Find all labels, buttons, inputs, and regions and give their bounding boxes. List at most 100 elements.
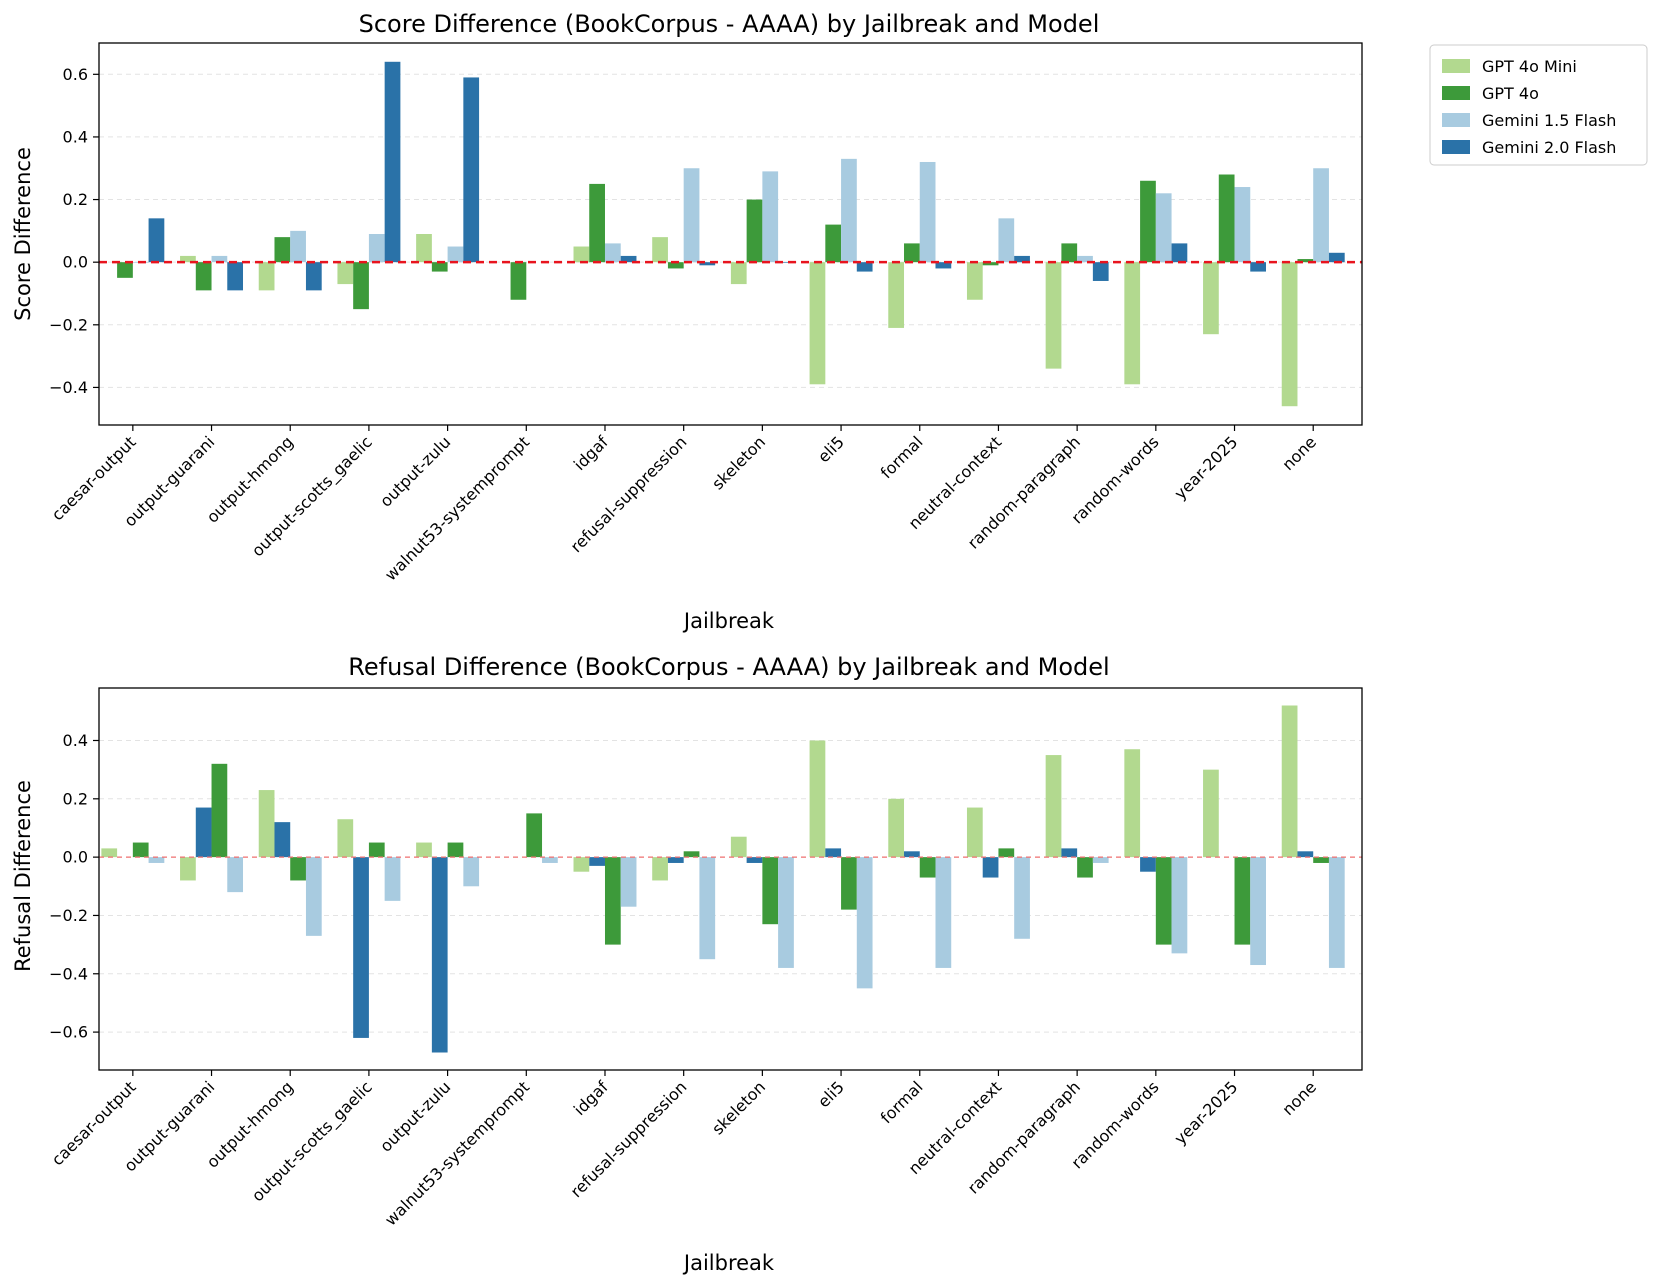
bar-gpt-4o-caesar-output	[117, 262, 133, 278]
bar-gemini-1-5-flash-refusal-suppression	[699, 857, 716, 960]
bar-gemini-1-5-flash-output-hmong	[290, 230, 306, 263]
bar-gpt-4o-skeleton	[762, 857, 779, 925]
legend-item-gemini-2-0-flash: Gemini 2.0 Flash	[1442, 138, 1616, 157]
legend-swatch	[1442, 59, 1470, 73]
bar-gpt-4o-mini-output-hmong	[258, 262, 275, 291]
bar-gpt-4o-random-paragraph	[1077, 857, 1093, 878]
bar-gemini-2-0-flash-idgaf	[620, 255, 637, 263]
legend-label: Gemini 2.0 Flash	[1482, 138, 1616, 157]
bar-gemini-2-0-flash-random-words	[1171, 243, 1188, 263]
bar-gpt-4o-mini-formal	[888, 262, 905, 328]
bar-gpt-4o-mini-output-hmong	[258, 790, 275, 858]
refusal-chart-plot-area: −0.6−0.4−0.20.00.20.4caesar-outputoutput…	[48, 687, 1363, 1229]
bar-gemini-2-0-flash-skeleton	[778, 262, 794, 263]
score-chart-title: Score Difference (BookCorpus - AAAA) by …	[359, 10, 1100, 38]
bar-gpt-4o-none	[1313, 857, 1329, 863]
bar-gemini-2-0-flash-eli5	[856, 262, 873, 272]
x-tick-label: eli5	[814, 432, 848, 466]
bar-gemini-2-0-flash-output-guarani	[227, 262, 244, 291]
bar-gemini-1-5-flash-output-hmong	[305, 857, 322, 936]
legend-frame	[1429, 44, 1648, 166]
x-tick-label: walnut53-systemprompt	[381, 1077, 533, 1229]
bar-gpt-4o-walnut53-systemprompt	[510, 262, 527, 300]
bar-gpt-4o-mini-idgaf	[573, 246, 590, 263]
bar-gpt-4o-random-words	[1155, 857, 1172, 945]
bar-gpt-4o-refusal-suppression	[683, 851, 700, 858]
bar-gemini-2-0-flash-output-guarani	[195, 807, 212, 858]
legend-item-gemini-1-5-flash: Gemini 1.5 Flash	[1442, 111, 1616, 130]
bar-gpt-4o-mini-year-2025	[1203, 262, 1219, 335]
bar-gemini-2-0-flash-neutral-context	[1014, 255, 1030, 263]
bar-gemini-2-0-flash-output-zulu	[463, 77, 480, 263]
bar-gemini-1-5-flash-none	[1313, 168, 1329, 263]
bar-gemini-2-0-flash-output-scotts_gaelic	[353, 857, 369, 1038]
legend-swatch	[1442, 113, 1470, 127]
bar-gemini-1-5-flash-random-words	[1171, 857, 1188, 954]
bar-gemini-1-5-flash-random-paragraph	[1092, 857, 1109, 863]
x-tick-label: skeleton	[708, 432, 769, 493]
bar-gemini-2-0-flash-output-hmong	[274, 822, 291, 858]
bar-gpt-4o-mini-skeleton	[730, 262, 747, 285]
bar-gpt-4o-mini-random-paragraph	[1045, 755, 1062, 858]
y-tick-label: −0.2	[49, 906, 88, 925]
x-tick-label: idgaf	[570, 1077, 612, 1119]
bar-gpt-4o-formal	[904, 243, 920, 263]
bar-gpt-4o-mini-eli5	[809, 740, 826, 858]
bar-gpt-4o-output-hmong	[274, 237, 291, 263]
bar-gpt-4o-random-words	[1140, 180, 1156, 263]
bar-gemini-2-0-flash-year-2025	[1250, 262, 1266, 272]
bar-gpt-4o-mini-output-zulu	[416, 234, 432, 263]
bar-gemini-1-5-flash-neutral-context	[998, 218, 1015, 263]
axes-frame	[98, 42, 1363, 426]
bar-gpt-4o-eli5	[841, 857, 857, 910]
score-chart-plot-area: −0.4−0.20.00.20.40.6caesar-outputoutput-…	[48, 42, 1363, 584]
score-chart-xlabel: Jailbreak	[682, 609, 775, 633]
y-tick-label: −0.2	[49, 315, 88, 334]
bar-gemini-1-5-flash-skeleton	[778, 857, 794, 968]
bar-gpt-4o-random-paragraph	[1061, 243, 1078, 263]
bar-gemini-1-5-flash-walnut53-systemprompt	[542, 857, 558, 863]
bar-gemini-2-0-flash-random-paragraph	[1092, 262, 1109, 281]
bar-gpt-4o-skeleton	[746, 199, 763, 263]
bar-gemini-1-5-flash-random-paragraph	[1077, 255, 1093, 263]
bar-gpt-4o-mini-output-scotts_gaelic	[337, 819, 354, 858]
x-tick-label: skeleton	[708, 1077, 769, 1138]
bar-gemini-2-0-flash-output-scotts_gaelic	[384, 61, 401, 263]
bar-gpt-4o-mini-caesar-output	[101, 848, 118, 858]
refusal-difference-chart: Refusal Difference (BookCorpus - AAAA) b…	[11, 653, 1363, 1275]
bar-gemini-1-5-flash-none	[1328, 857, 1345, 968]
x-tick-label: output-zulu	[376, 432, 454, 510]
legend-label: Gemini 1.5 Flash	[1482, 111, 1616, 130]
bar-gemini-1-5-flash-idgaf	[604, 243, 621, 263]
bar-gpt-4o-mini-random-paragraph	[1045, 262, 1062, 369]
legend-item-gpt-4o: GPT 4o	[1442, 84, 1539, 103]
bar-gemini-2-0-flash-refusal-suppression	[667, 857, 684, 863]
bar-gpt-4o-output-scotts_gaelic	[353, 262, 369, 310]
bar-gpt-4o-year-2025	[1234, 857, 1251, 945]
bar-gemini-1-5-flash-eli5	[856, 857, 873, 989]
bar-gpt-4o-output-guarani	[195, 262, 212, 291]
axes-frame	[98, 687, 1363, 1071]
legend-item-gpt-4o-mini: GPT 4o Mini	[1442, 57, 1577, 76]
bar-gemini-2-0-flash-eli5	[825, 848, 842, 858]
x-tick-label: year-2025	[1171, 432, 1242, 503]
x-tick-label: none	[1278, 1077, 1320, 1119]
bar-gemini-1-5-flash-refusal-suppression	[683, 168, 700, 263]
bar-gpt-4o-mini-output-guarani	[180, 857, 196, 881]
x-tick-label: output-zulu	[376, 1077, 454, 1155]
bar-gemini-2-0-flash-skeleton	[746, 857, 763, 863]
score-difference-chart: Score Difference (BookCorpus - AAAA) by …	[11, 10, 1363, 633]
bar-gemini-1-5-flash-skeleton	[762, 171, 779, 263]
bar-gemini-2-0-flash-formal	[904, 851, 920, 858]
bar-gemini-1-5-flash-caesar-output	[148, 857, 165, 863]
legend-label: GPT 4o Mini	[1482, 57, 1577, 76]
bar-gpt-4o-mini-neutral-context	[966, 807, 983, 858]
legend-swatch	[1442, 140, 1470, 154]
bar-gpt-4o-mini-output-zulu	[416, 842, 432, 858]
bar-gemini-2-0-flash-neutral-context	[982, 857, 999, 878]
bar-gpt-4o-mini-idgaf	[573, 857, 590, 872]
bar-gpt-4o-mini-output-guarani	[180, 255, 196, 263]
y-tick-label: 0.0	[63, 848, 88, 867]
bar-gpt-4o-output-hmong	[290, 857, 306, 881]
